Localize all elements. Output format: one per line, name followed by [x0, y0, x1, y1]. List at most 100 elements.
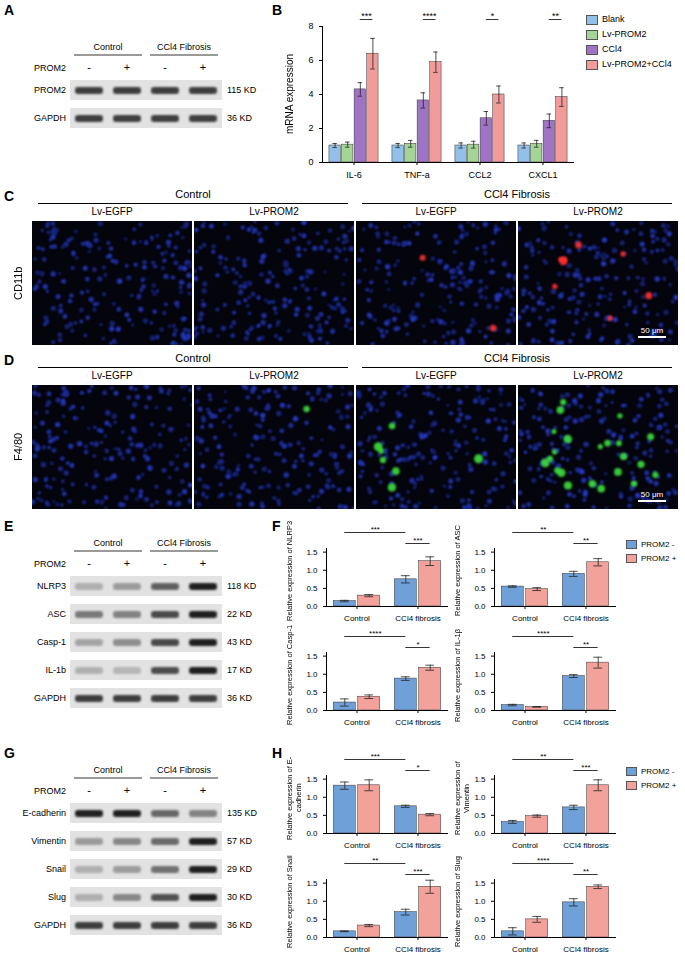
svg-text:-: -	[163, 784, 167, 796]
svg-text:Control: Control	[512, 718, 538, 727]
svg-text:50 μm: 50 μm	[641, 490, 664, 499]
svg-text:Control: Control	[512, 841, 538, 850]
svg-text:36 KD: 36 KD	[227, 113, 253, 123]
svg-text:CCl4 Fibrosis: CCl4 Fibrosis	[157, 765, 212, 775]
svg-text:1.5: 1.5	[474, 879, 486, 888]
svg-text:1.5: 1.5	[306, 652, 318, 661]
svg-text:GAPDH: GAPDH	[34, 693, 66, 703]
svg-text:CCl4 fibrosis: CCl4 fibrosis	[395, 614, 440, 623]
svg-text:0.5: 0.5	[474, 811, 486, 820]
svg-text:0.0: 0.0	[474, 706, 486, 715]
svg-text:-: -	[87, 784, 91, 796]
svg-text:0.5: 0.5	[474, 584, 486, 593]
svg-text:CCl4 fibrosis: CCl4 fibrosis	[563, 841, 608, 850]
svg-text:1.0: 1.0	[306, 897, 318, 906]
svg-text:NLRP3: NLRP3	[37, 581, 66, 591]
svg-text:Slug: Slug	[48, 892, 66, 902]
svg-text:**: **	[540, 752, 546, 761]
svg-text:0.0: 0.0	[474, 602, 486, 611]
svg-text:***: ***	[413, 867, 422, 876]
svg-text:*: *	[491, 11, 495, 21]
svg-text:50 μm: 50 μm	[641, 326, 664, 335]
svg-text:8: 8	[308, 21, 313, 31]
svg-text:0.0: 0.0	[306, 933, 318, 942]
svg-text:+: +	[200, 557, 206, 569]
svg-text:PROM2: PROM2	[34, 85, 66, 95]
svg-text:0.5: 0.5	[474, 688, 486, 697]
svg-text:**: **	[583, 867, 589, 876]
svg-text:118 KD: 118 KD	[227, 581, 257, 591]
svg-text:1.0: 1.0	[306, 670, 318, 679]
svg-text:0.5: 0.5	[306, 915, 318, 924]
svg-text:CXCL1: CXCL1	[528, 170, 557, 180]
svg-text:***: ***	[371, 752, 380, 761]
svg-text:0: 0	[308, 157, 313, 167]
svg-text:29 KD: 29 KD	[227, 864, 253, 874]
svg-text:0.0: 0.0	[474, 829, 486, 838]
svg-text:6: 6	[308, 55, 313, 65]
svg-text:CCl4 fibrosis: CCl4 fibrosis	[395, 718, 440, 727]
svg-text:36 KD: 36 KD	[227, 920, 253, 930]
svg-text:1.5: 1.5	[474, 652, 486, 661]
svg-text:***: ***	[361, 11, 372, 21]
svg-text:Control: Control	[344, 614, 370, 623]
svg-text:***: ***	[413, 536, 422, 545]
svg-text:1.0: 1.0	[474, 670, 486, 679]
svg-text:ASC: ASC	[47, 609, 66, 619]
svg-text:Vimentin: Vimentin	[31, 836, 66, 846]
svg-text:0.0: 0.0	[306, 602, 318, 611]
svg-text:Control: Control	[344, 841, 370, 850]
svg-text:*: *	[416, 763, 419, 772]
svg-text:****: ****	[537, 856, 549, 865]
svg-text:-: -	[87, 61, 91, 73]
svg-text:+: +	[200, 61, 206, 73]
svg-text:CCl4 Fibrosis: CCl4 Fibrosis	[157, 42, 212, 52]
svg-text:***: ***	[371, 525, 380, 534]
svg-text:Control: Control	[512, 945, 538, 954]
svg-text:17 KD: 17 KD	[227, 665, 253, 675]
svg-text:E-cadherin: E-cadherin	[22, 808, 66, 818]
svg-text:0.5: 0.5	[474, 915, 486, 924]
svg-text:+: +	[200, 784, 206, 796]
svg-text:1.5: 1.5	[306, 879, 318, 888]
svg-text:1.0: 1.0	[306, 793, 318, 802]
svg-text:2: 2	[308, 123, 313, 133]
svg-text:*: *	[416, 640, 419, 649]
svg-text:0.0: 0.0	[474, 933, 486, 942]
svg-text:GAPDH: GAPDH	[34, 920, 66, 930]
svg-text:1.5: 1.5	[474, 548, 486, 557]
svg-text:-: -	[163, 61, 167, 73]
svg-text:****: ****	[537, 629, 549, 638]
svg-text:1.5: 1.5	[306, 775, 318, 784]
svg-text:**: **	[540, 525, 546, 534]
svg-text:-: -	[87, 557, 91, 569]
svg-text:0.5: 0.5	[306, 584, 318, 593]
svg-text:IL-6: IL-6	[346, 170, 362, 180]
svg-text:1.0: 1.0	[306, 566, 318, 575]
svg-text:CCl4 fibrosis: CCl4 fibrosis	[395, 945, 440, 954]
svg-text:57 KD: 57 KD	[227, 836, 253, 846]
svg-text:Snail: Snail	[46, 864, 66, 874]
svg-text:22 KD: 22 KD	[227, 609, 253, 619]
svg-text:135 KD: 135 KD	[227, 808, 258, 818]
svg-text:***: ***	[581, 763, 590, 772]
svg-text:CCl4 fibrosis: CCl4 fibrosis	[563, 614, 608, 623]
svg-text:IL-1b: IL-1b	[45, 665, 66, 675]
svg-text:****: ****	[369, 629, 381, 638]
svg-text:PROM2: PROM2	[34, 63, 66, 73]
svg-text:CCl4 fibrosis: CCl4 fibrosis	[563, 945, 608, 954]
svg-text:Control: Control	[93, 42, 122, 52]
svg-text:PROM2: PROM2	[34, 559, 66, 569]
svg-text:**: **	[552, 11, 560, 21]
svg-text:Control: Control	[93, 538, 122, 548]
svg-text:+: +	[124, 784, 130, 796]
svg-text:0.0: 0.0	[306, 706, 318, 715]
svg-text:0.0: 0.0	[306, 829, 318, 838]
svg-text:CCl4 fibrosis: CCl4 fibrosis	[563, 718, 608, 727]
svg-text:Control: Control	[512, 614, 538, 623]
svg-text:+: +	[124, 61, 130, 73]
svg-text:-: -	[163, 557, 167, 569]
svg-text:4: 4	[308, 89, 313, 99]
svg-text:36 KD: 36 KD	[227, 693, 253, 703]
svg-text:CCl4 Fibrosis: CCl4 Fibrosis	[157, 538, 212, 548]
